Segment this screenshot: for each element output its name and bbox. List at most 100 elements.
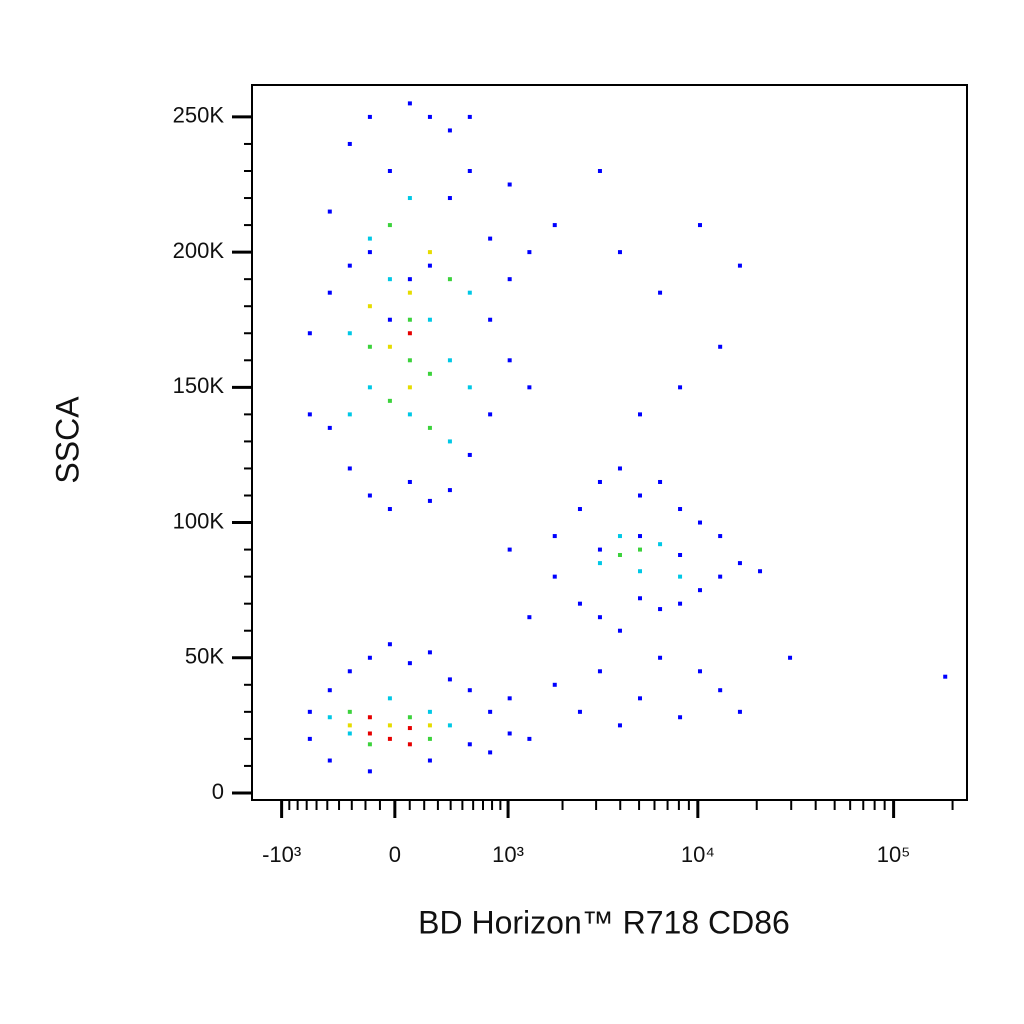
point <box>638 569 643 574</box>
point <box>307 331 312 336</box>
point <box>367 236 372 241</box>
point <box>327 290 332 295</box>
point <box>678 574 683 579</box>
point <box>488 709 493 714</box>
point <box>527 615 532 620</box>
point <box>718 534 723 539</box>
x-tick-label: -10³ <box>262 842 301 867</box>
point <box>617 723 622 728</box>
point <box>327 209 332 214</box>
point <box>577 601 582 606</box>
point <box>577 507 582 512</box>
point <box>467 114 472 119</box>
point <box>447 196 452 201</box>
point <box>467 168 472 173</box>
point <box>387 723 392 728</box>
point <box>427 250 432 255</box>
point <box>617 250 622 255</box>
point <box>617 466 622 471</box>
point <box>367 655 372 660</box>
x-tick-label: 10⁵ <box>877 842 911 867</box>
x-tick-label: 0 <box>389 842 401 867</box>
point <box>658 290 663 295</box>
point <box>617 552 622 557</box>
point <box>597 561 602 566</box>
point <box>347 412 352 417</box>
point <box>387 344 392 349</box>
point <box>527 385 532 390</box>
point <box>407 479 412 484</box>
point <box>407 331 412 336</box>
point <box>697 669 702 674</box>
point <box>427 317 432 322</box>
point <box>387 277 392 282</box>
point <box>387 168 392 173</box>
point <box>467 742 472 747</box>
point <box>367 493 372 498</box>
point <box>552 574 557 579</box>
point <box>467 452 472 457</box>
point <box>327 688 332 693</box>
point <box>488 236 493 241</box>
point <box>407 277 412 282</box>
point <box>597 615 602 620</box>
y-tick-label: 0 <box>212 779 224 804</box>
point <box>367 344 372 349</box>
point <box>387 736 392 741</box>
point <box>347 709 352 714</box>
point <box>347 331 352 336</box>
point <box>367 769 372 774</box>
y-tick-label: 200K <box>173 238 225 263</box>
point <box>507 358 512 363</box>
x-tick-label: 10⁴ <box>681 842 715 867</box>
point <box>427 498 432 503</box>
point <box>467 688 472 693</box>
point <box>577 709 582 714</box>
point <box>387 223 392 228</box>
point <box>658 542 663 547</box>
point <box>447 128 452 133</box>
point <box>407 385 412 390</box>
point <box>638 534 643 539</box>
point <box>347 466 352 471</box>
point <box>387 696 392 701</box>
point <box>678 507 683 512</box>
point <box>407 661 412 666</box>
point <box>347 731 352 736</box>
y-axis-title: SSCA <box>49 396 85 484</box>
point <box>447 677 452 682</box>
point <box>678 385 683 390</box>
point <box>307 709 312 714</box>
x-tick-label: 10³ <box>492 842 524 867</box>
point <box>367 304 372 309</box>
point <box>507 547 512 552</box>
point <box>367 715 372 720</box>
point <box>788 655 793 660</box>
point <box>367 731 372 736</box>
x-axis-title: BD Horizon™ R718 CD86 <box>418 904 790 940</box>
point <box>638 596 643 601</box>
point <box>758 569 763 574</box>
point <box>407 101 412 106</box>
point <box>737 263 742 268</box>
point <box>407 358 412 363</box>
point <box>407 317 412 322</box>
point <box>697 520 702 525</box>
point <box>697 588 702 593</box>
point <box>943 674 948 679</box>
point <box>367 385 372 390</box>
point <box>467 385 472 390</box>
point <box>387 317 392 322</box>
point <box>678 552 683 557</box>
point <box>597 168 602 173</box>
point <box>507 182 512 187</box>
point <box>597 479 602 484</box>
point <box>407 742 412 747</box>
point <box>447 358 452 363</box>
point <box>427 736 432 741</box>
point <box>678 715 683 720</box>
point <box>427 263 432 268</box>
point <box>407 715 412 720</box>
